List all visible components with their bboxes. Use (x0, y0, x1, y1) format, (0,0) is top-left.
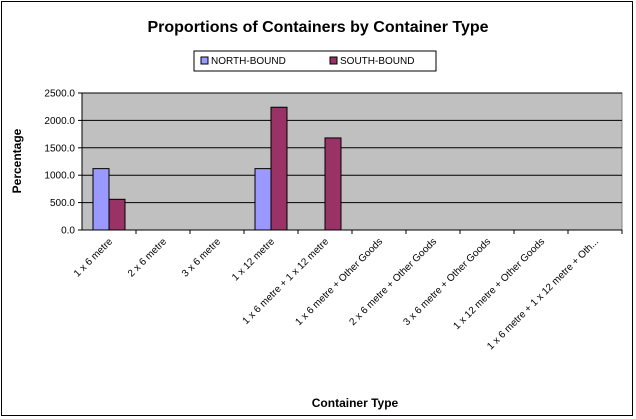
x-tick-label: 1 x 12 metre + Other Goods (451, 236, 547, 332)
bar-south-bound (324, 137, 342, 231)
x-tick-label: 1 x 6 metre (72, 236, 115, 279)
gridlines (82, 92, 622, 204)
chart-title: Proportions of Containers by Container T… (147, 19, 488, 36)
bars (92, 106, 342, 231)
x-tick-label: 2 x 6 metre + Other Goods (347, 236, 439, 328)
bar-south-bound (108, 198, 126, 231)
x-tick-label: 1 x 6 metre + Other Goods (293, 236, 385, 328)
legend: NORTH-BOUND SOUTH-BOUND (193, 50, 437, 72)
legend-box (193, 50, 437, 72)
x-axis-ticks: 1 x 6 metre 2 x 6 metre 3 x 6 metre 1 x 12 … (72, 230, 623, 352)
x-tick-label: 3 x 6 metre (180, 236, 223, 279)
legend-label-south-bound: SOUTH-BOUND (340, 56, 414, 67)
x-axis-title: Container Type (312, 396, 399, 410)
x-tick-label: 1 x 6 metre + 1 x 12 metre (241, 236, 332, 327)
bar-south-bound (270, 106, 288, 231)
y-tick-label: 500.0 (50, 198, 75, 209)
y-tick-label: 1000.0 (44, 171, 75, 182)
legend-swatch-north-bound (200, 56, 209, 65)
y-tick-label: 2000.0 (44, 116, 75, 127)
y-tick-label: 2500.0 (44, 89, 75, 100)
x-tick-label: 1 x 12 metre (230, 236, 277, 283)
plot-area (81, 92, 623, 231)
y-tick-label: 1500.0 (44, 143, 75, 154)
bar-north-bound (254, 168, 272, 231)
legend-swatch-south-bound (329, 56, 338, 65)
y-tick-label: 0.0 (61, 226, 75, 237)
x-tick-label: 1 x 6 metre + 1 x 12 metre + Oth... (485, 236, 601, 352)
y-axis-title: Percentage (10, 128, 24, 193)
x-tick-label: 3 x 6 metre + Other Goods (401, 236, 493, 328)
bar-north-bound (92, 168, 110, 231)
legend-label-north-bound: NORTH-BOUND (211, 56, 286, 67)
x-tick-label: 2 x 6 metre (126, 236, 169, 279)
y-axis-ticks: 0.0 500.0 1000.0 1500.0 2000.0 2500.0 (44, 89, 82, 237)
